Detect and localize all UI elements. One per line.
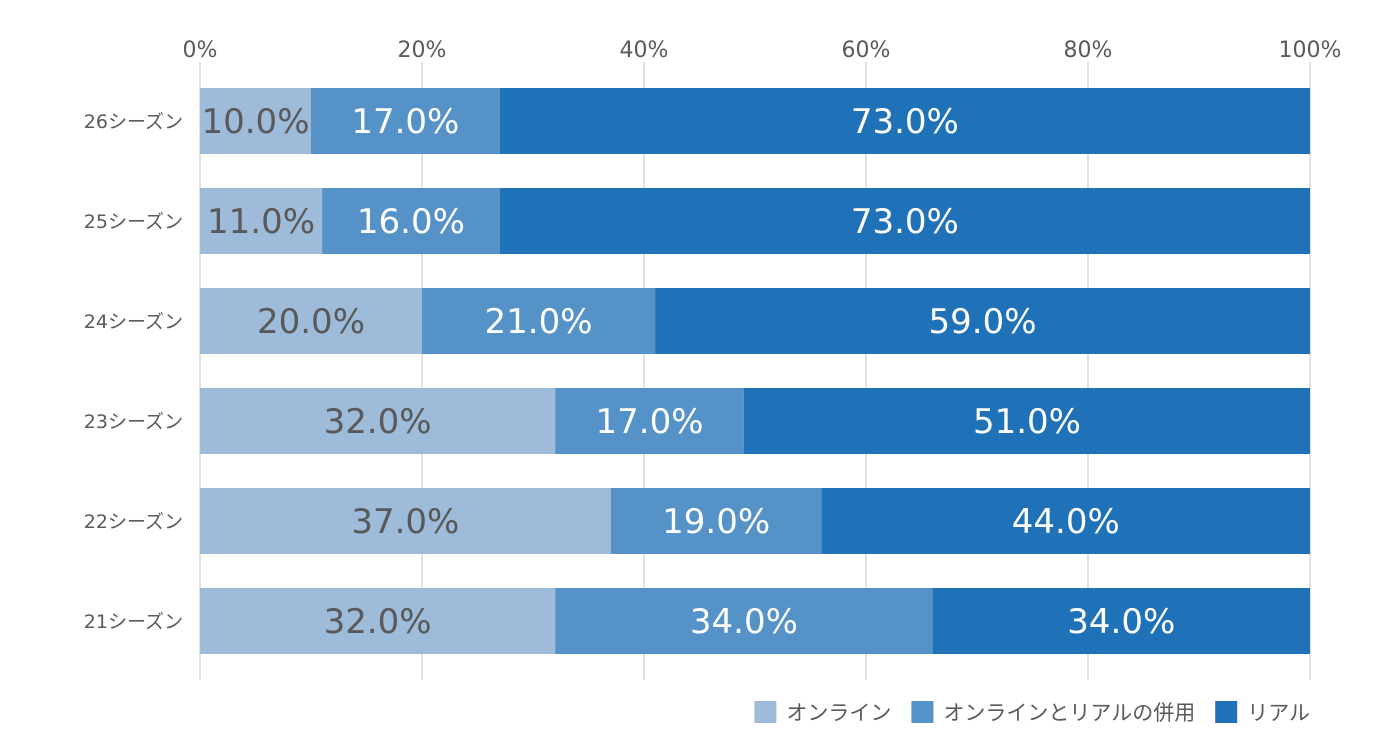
- data-label: 11.0%: [207, 202, 315, 242]
- bar-segment: [200, 588, 556, 654]
- legend-label: オンラインとリアルの併用: [943, 701, 1195, 725]
- data-label: 37.0%: [351, 502, 459, 542]
- bar-segment: [743, 388, 1310, 454]
- bar-segment: [422, 288, 656, 354]
- category-label: 25シーズン: [84, 211, 183, 233]
- x-tick-label: 100%: [1279, 38, 1342, 63]
- x-tick-label: 0%: [183, 38, 218, 63]
- bar-segment: [499, 188, 1310, 254]
- x-tick-label: 40%: [620, 38, 669, 63]
- bar-segment: [322, 188, 500, 254]
- data-label: 34.0%: [1067, 602, 1175, 642]
- legend-swatch: [911, 701, 934, 723]
- data-label: 59.0%: [929, 302, 1037, 342]
- bar-segment: [200, 188, 323, 254]
- x-tick-label: 60%: [842, 38, 891, 63]
- data-label: 17.0%: [596, 402, 704, 442]
- category-label: 23シーズン: [84, 411, 183, 433]
- legend-label: オンライン: [786, 701, 891, 725]
- data-label: 16.0%: [357, 202, 465, 242]
- x-tick-label: 20%: [398, 38, 447, 63]
- bar-segment: [555, 588, 933, 654]
- bar-segment: [200, 288, 422, 354]
- data-label: 51.0%: [973, 402, 1081, 442]
- data-label: 32.0%: [324, 402, 432, 442]
- bar-segment: [655, 288, 1310, 354]
- category-label: 21シーズン: [84, 611, 183, 633]
- category-label: 26シーズン: [84, 111, 183, 133]
- data-label: 73.0%: [851, 202, 959, 242]
- bar-segment: [200, 388, 556, 454]
- data-label: 19.0%: [662, 502, 770, 542]
- bar-segment: [555, 388, 744, 454]
- data-label: 32.0%: [324, 602, 432, 642]
- bar-segment: [200, 488, 611, 554]
- data-label: 21.0%: [485, 302, 593, 342]
- legend-label: リアル: [1247, 701, 1310, 725]
- data-label: 73.0%: [851, 102, 959, 142]
- bar-segment: [932, 588, 1310, 654]
- data-label: 44.0%: [1012, 502, 1120, 542]
- data-label: 10.0%: [201, 102, 309, 142]
- data-label: 17.0%: [351, 102, 459, 142]
- bar-segment: [610, 488, 822, 554]
- category-label: 22シーズン: [84, 511, 183, 533]
- bar-segment: [821, 488, 1310, 554]
- bar-segment: [499, 88, 1310, 154]
- category-label: 24シーズン: [84, 311, 183, 333]
- data-label: 34.0%: [690, 602, 798, 642]
- bar-segment: [200, 88, 311, 154]
- x-tick-label: 80%: [1064, 38, 1113, 63]
- legend-swatch: [1215, 701, 1238, 723]
- data-label: 20.0%: [257, 302, 365, 342]
- legend-swatch: [754, 701, 777, 723]
- bar-segment: [311, 88, 500, 154]
